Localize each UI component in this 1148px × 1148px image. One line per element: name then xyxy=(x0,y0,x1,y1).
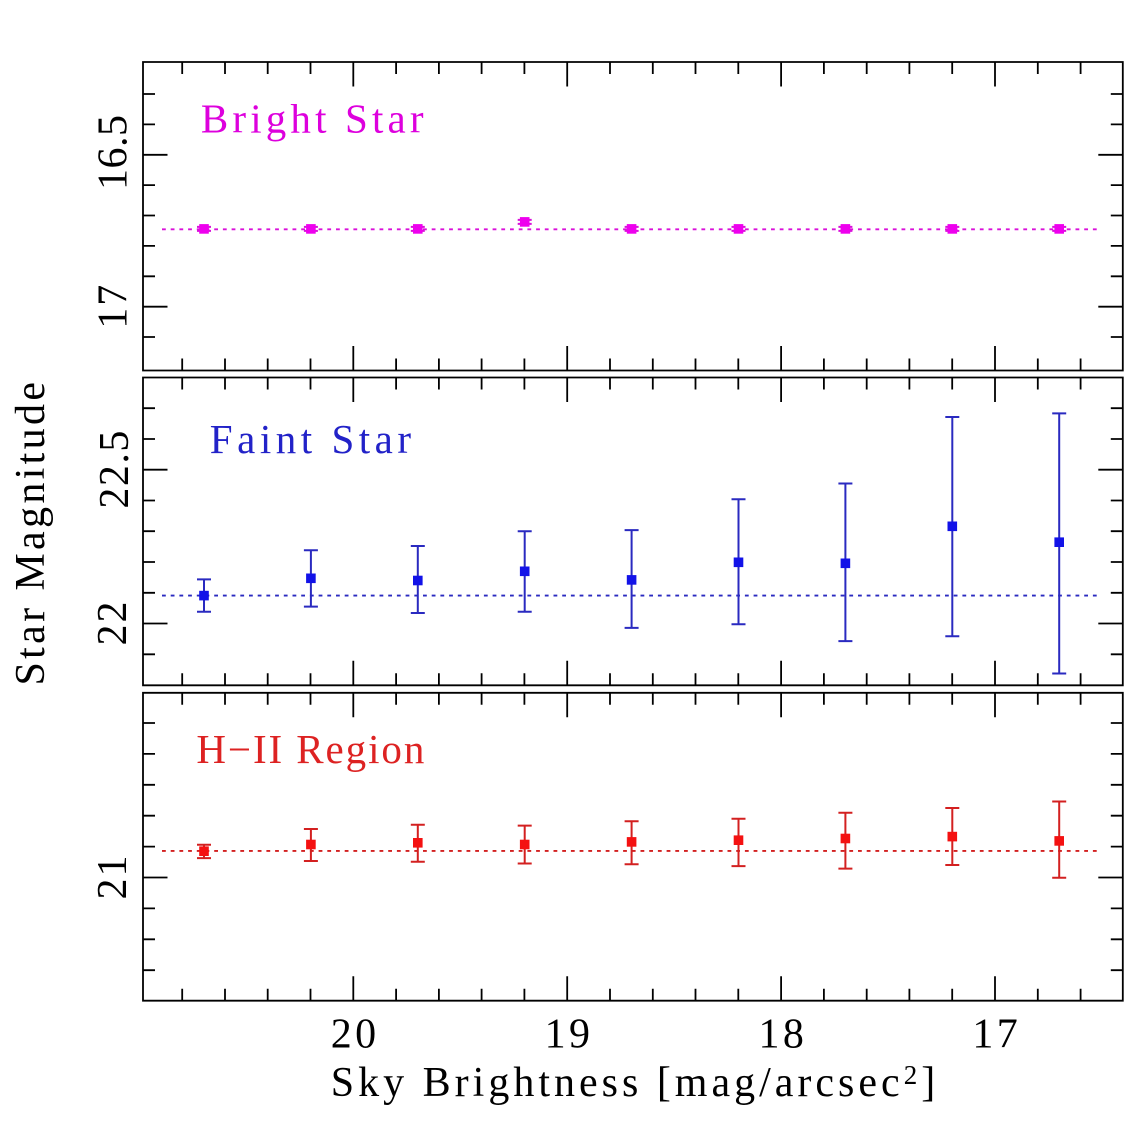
svg-text:22: 22 xyxy=(90,600,136,646)
svg-text:Sky Brightness [mag/arcsec2]: Sky Brightness [mag/arcsec2] xyxy=(331,1060,939,1106)
svg-text:19: 19 xyxy=(545,1012,594,1058)
svg-text:22.5: 22.5 xyxy=(92,429,138,509)
svg-text:Star Magnitude: Star Magnitude xyxy=(8,379,54,686)
svg-text:20: 20 xyxy=(331,1012,380,1058)
svg-text:18: 18 xyxy=(758,1012,807,1058)
svg-text:21: 21 xyxy=(90,854,136,900)
svg-text:17: 17 xyxy=(972,1012,1021,1058)
svg-text:17: 17 xyxy=(91,283,137,329)
svg-text:16.5: 16.5 xyxy=(91,115,137,190)
svg-text:Bright Star: Bright Star xyxy=(201,95,428,141)
svg-text:Faint Star: Faint Star xyxy=(210,416,416,462)
svg-text:H−II Region: H−II Region xyxy=(196,726,426,772)
